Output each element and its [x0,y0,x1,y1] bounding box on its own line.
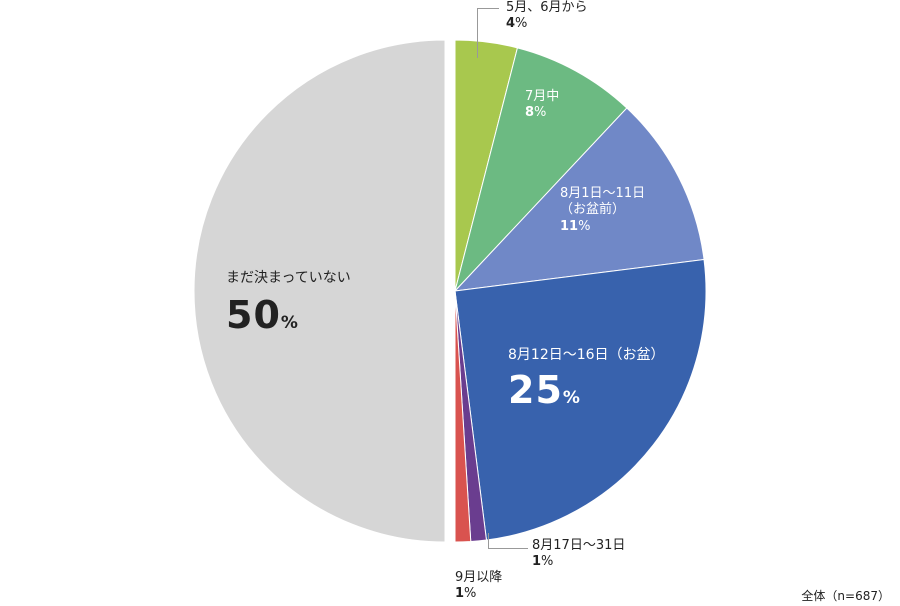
leader-line-aug-late-h [488,548,528,549]
slice-pct-july: 8 [525,105,535,121]
footnote-sample-size: 全体（n=687） [801,589,890,603]
slice-label-may-june: 5月、6月から 4% [506,0,588,33]
slice-pct-may-june: 4 [506,16,516,32]
slice-label-july: 7月中 8% [525,89,559,122]
slice-name-undecided: まだ決まっていない [226,270,351,286]
pie-slice-2 [453,107,705,292]
slice-pct-september: 1 [455,586,465,602]
pie-slice-3 [454,258,707,541]
slice-label-aug-late: 8月17日〜31日 1% [532,538,625,571]
pie-slice-6 [193,39,446,543]
pie-slice-1 [454,47,628,292]
slice-name-obon: 8月12日〜16日（お盆） [508,347,665,363]
slice-label-september: 9月以降 1% [455,570,502,603]
leader-line-may-june [477,8,478,58]
slice-name-aug-early: 8月1日〜11日 [560,186,646,201]
pct-symbol: % [578,218,591,234]
leader-line-may-june-h [477,8,499,9]
slice-pct-aug-early: 11 [560,218,579,234]
slice-name-july: 7月中 [525,89,560,104]
pct-symbol: % [562,387,580,408]
slice-pct-obon: 25 [508,367,563,412]
pct-symbol: % [541,554,554,570]
pct-symbol: % [534,105,547,121]
slice-name-aug-late: 8月17日〜31日 [532,538,626,553]
pct-symbol: % [280,312,298,333]
slice-label-undecided: まだ決まっていない 50% [226,270,351,339]
pct-symbol: % [464,586,477,602]
slice-label-obon: 8月12日〜16日（お盆） 25% [508,347,665,414]
slice-name-may-june: 5月、6月から [506,0,588,15]
slice-pct-aug-late: 1 [532,554,542,570]
pct-symbol: % [515,16,528,32]
slice-label-aug-early: 8月1日〜11日 （お盆前） 11% [560,186,645,235]
slice-name-september: 9月以降 [455,570,503,585]
slice-pct-undecided: 50 [226,292,281,337]
slice-name-aug-early-sub: （お盆前） [560,202,626,218]
pie-slice-5 [454,290,472,543]
leader-line-aug-late [488,533,489,548]
